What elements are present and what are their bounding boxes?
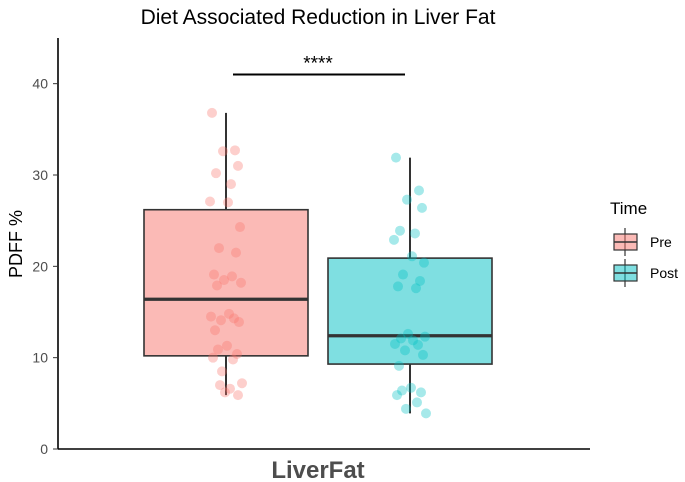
chart-title: Diet Associated Reduction in Liver Fat — [141, 6, 496, 29]
data-point — [395, 225, 405, 236]
data-point — [212, 280, 222, 291]
data-point — [403, 328, 413, 339]
y-tick-label: 10 — [32, 350, 48, 366]
data-point — [225, 383, 235, 394]
data-point — [408, 335, 418, 346]
data-point — [394, 360, 404, 371]
data-point — [416, 387, 426, 398]
data-point — [230, 145, 240, 156]
data-point — [389, 234, 399, 245]
box-pre — [143, 208, 309, 357]
data-point — [207, 107, 217, 118]
data-point — [222, 340, 232, 351]
legend-label-pre: Pre — [650, 234, 672, 250]
data-point — [233, 160, 243, 171]
data-point — [234, 317, 244, 328]
data-point — [208, 352, 218, 363]
data-point — [410, 228, 420, 239]
data-point — [214, 243, 224, 254]
significance-label: **** — [303, 54, 333, 75]
data-point — [205, 196, 215, 207]
y-tick-label: 20 — [32, 258, 48, 274]
y-tick-label: 30 — [32, 167, 48, 183]
data-point — [392, 390, 402, 401]
data-point — [235, 222, 245, 233]
data-point — [411, 283, 421, 294]
data-point — [417, 202, 427, 213]
data-point — [236, 277, 246, 288]
legend-title: Time — [610, 199, 647, 218]
y-tick-label: 0 — [40, 441, 48, 457]
data-point — [219, 275, 229, 286]
data-point — [407, 251, 417, 262]
data-point — [414, 185, 424, 196]
data-point — [209, 269, 219, 280]
data-point — [220, 387, 230, 398]
data-point — [420, 331, 430, 342]
data-point — [398, 269, 408, 280]
data-point — [232, 349, 242, 360]
data-point — [413, 339, 423, 350]
data-point — [227, 271, 237, 282]
data-point — [400, 345, 410, 356]
legend-label-post: Post — [650, 265, 678, 281]
x-axis-label: LiverFat — [271, 457, 364, 482]
data-point — [226, 179, 236, 190]
data-point — [401, 403, 411, 414]
data-point — [217, 366, 227, 377]
data-point — [231, 247, 241, 258]
data-point — [419, 257, 429, 268]
data-point — [421, 408, 431, 419]
y-axis-label: PDFF % — [6, 210, 26, 278]
data-point — [229, 313, 239, 324]
data-point — [213, 344, 223, 355]
y-tick-label: 40 — [32, 76, 48, 92]
data-point — [218, 146, 228, 157]
data-point — [415, 275, 425, 286]
data-point — [224, 308, 234, 319]
box-post — [327, 257, 493, 365]
data-point — [402, 194, 412, 205]
data-point — [406, 382, 416, 393]
data-point — [397, 385, 407, 396]
data-point — [393, 281, 403, 292]
data-point — [216, 315, 226, 326]
data-point — [228, 354, 238, 365]
data-point — [412, 397, 422, 408]
data-point — [215, 380, 225, 391]
data-point — [391, 152, 401, 163]
data-point — [418, 349, 428, 360]
legend: Time Pre Post — [610, 199, 678, 287]
data-point — [390, 338, 400, 349]
data-point — [211, 168, 221, 179]
data-point — [210, 325, 220, 336]
data-point — [223, 197, 233, 208]
plot-area: 0 10 20 30 40 **** — [32, 38, 590, 457]
data-point — [396, 333, 406, 344]
data-point — [206, 311, 216, 322]
data-point — [233, 390, 243, 401]
data-point — [237, 378, 247, 389]
